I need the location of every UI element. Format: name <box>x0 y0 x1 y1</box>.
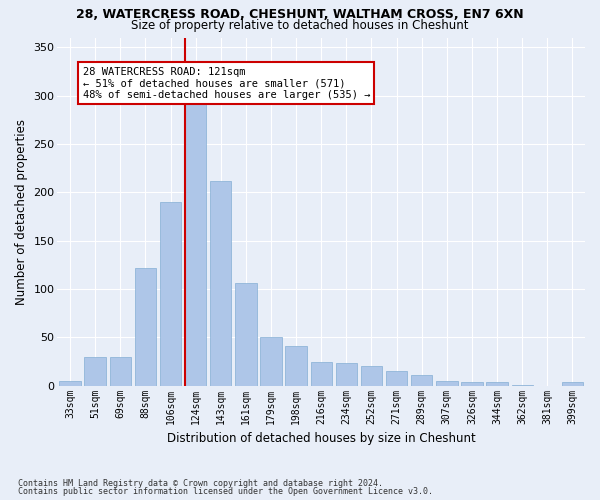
Bar <box>260 338 281 386</box>
Bar <box>335 364 357 386</box>
Y-axis label: Number of detached properties: Number of detached properties <box>15 118 28 304</box>
Bar <box>110 356 131 386</box>
Bar <box>185 100 206 386</box>
Bar <box>386 371 407 386</box>
Bar <box>361 366 382 386</box>
Bar <box>235 283 257 386</box>
Text: Size of property relative to detached houses in Cheshunt: Size of property relative to detached ho… <box>131 18 469 32</box>
Bar <box>59 381 80 386</box>
Bar <box>562 382 583 386</box>
Bar <box>512 384 533 386</box>
Text: Contains public sector information licensed under the Open Government Licence v3: Contains public sector information licen… <box>18 487 433 496</box>
Bar <box>461 382 482 386</box>
Bar <box>135 268 156 386</box>
Bar <box>210 180 232 386</box>
Bar <box>286 346 307 386</box>
X-axis label: Distribution of detached houses by size in Cheshunt: Distribution of detached houses by size … <box>167 432 476 445</box>
Bar <box>436 381 458 386</box>
Bar <box>411 375 433 386</box>
Bar <box>311 362 332 386</box>
Text: 28, WATERCRESS ROAD, CHESHUNT, WALTHAM CROSS, EN7 6XN: 28, WATERCRESS ROAD, CHESHUNT, WALTHAM C… <box>76 8 524 20</box>
Text: Contains HM Land Registry data © Crown copyright and database right 2024.: Contains HM Land Registry data © Crown c… <box>18 478 383 488</box>
Bar <box>85 356 106 386</box>
Bar <box>487 382 508 386</box>
Bar <box>160 202 181 386</box>
Text: 28 WATERCRESS ROAD: 121sqm
← 51% of detached houses are smaller (571)
48% of sem: 28 WATERCRESS ROAD: 121sqm ← 51% of deta… <box>83 66 370 100</box>
